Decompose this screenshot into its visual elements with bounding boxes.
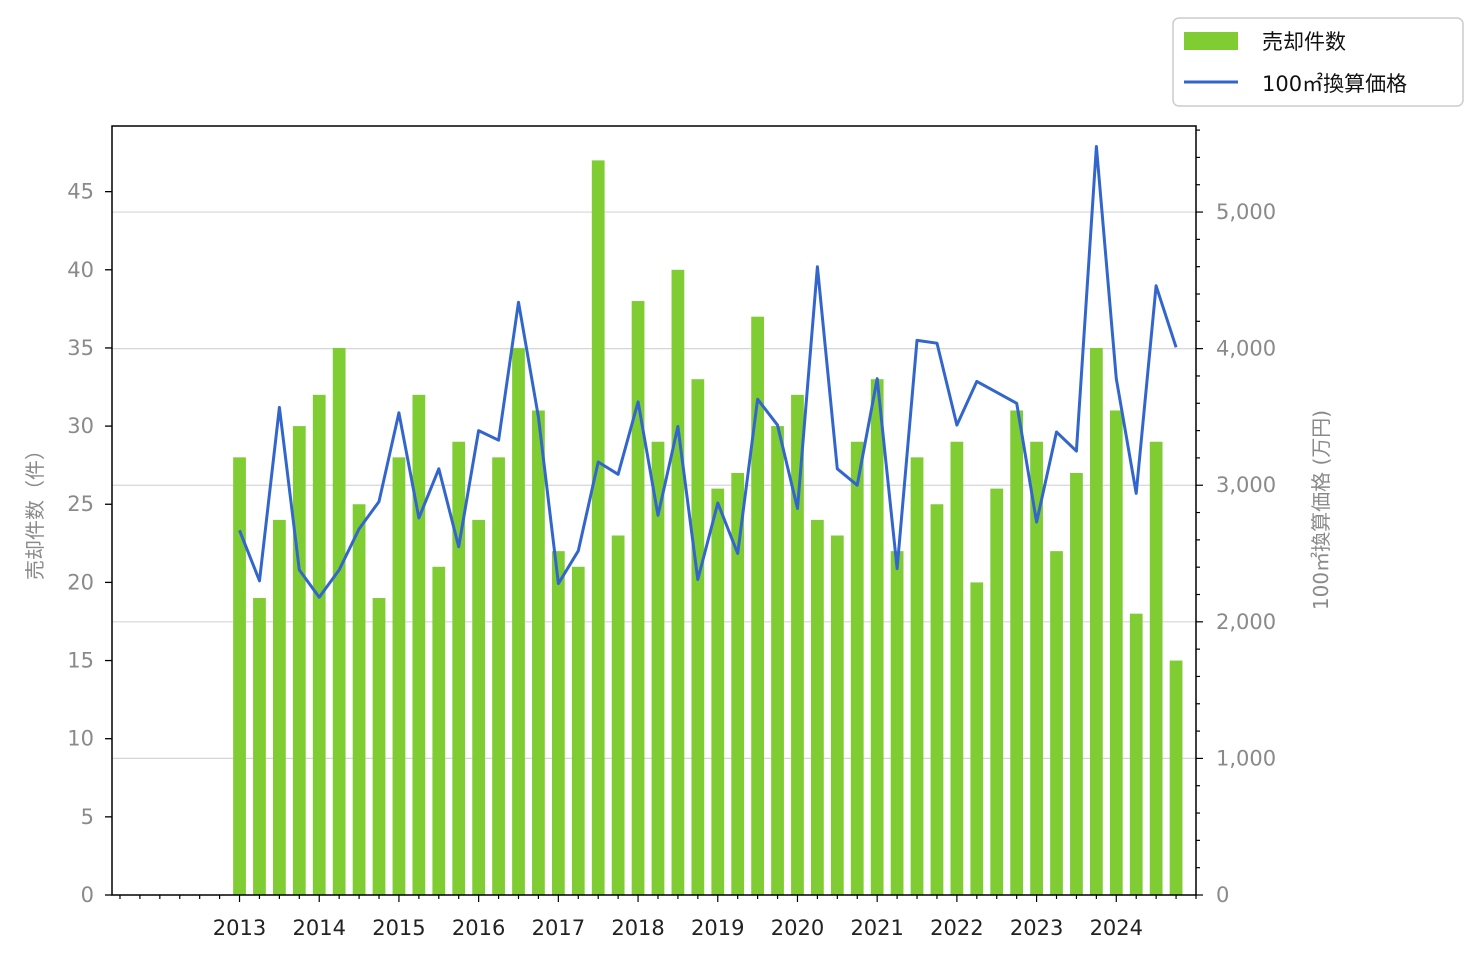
bar	[352, 504, 366, 895]
left-axis-title: 売却件数（件）	[23, 440, 47, 580]
bar	[791, 394, 804, 895]
bar	[1089, 347, 1103, 895]
bar	[532, 410, 545, 895]
right-tick-label: 3,000	[1216, 473, 1276, 497]
bar	[990, 488, 1004, 895]
bar	[890, 551, 904, 895]
bar	[233, 457, 246, 895]
right-tick-label: 4,000	[1216, 337, 1276, 361]
legend-label-sales-count: 売却件数	[1262, 30, 1346, 54]
bar	[970, 582, 984, 895]
right-tick-label: 1,000	[1216, 746, 1276, 770]
bar	[273, 519, 286, 895]
bar	[551, 551, 565, 895]
line-series-price	[238, 145, 1178, 599]
legend-swatch-bar	[1184, 32, 1238, 50]
x-tick-label: 2024	[1090, 916, 1143, 940]
bar	[512, 347, 525, 895]
x-tick-label: 2022	[930, 916, 983, 940]
left-tick-label: 0	[81, 883, 94, 907]
bar	[1050, 551, 1063, 895]
bar	[850, 441, 864, 895]
bar	[312, 394, 326, 895]
x-tick-label: 2018	[611, 916, 664, 940]
plot-frame	[111, 125, 1197, 896]
bar	[432, 566, 446, 895]
bar	[412, 394, 426, 895]
bar	[332, 347, 346, 895]
bar	[910, 457, 924, 895]
x-tick-label: 2017	[532, 916, 585, 940]
bar	[472, 519, 486, 895]
bar	[1030, 441, 1043, 895]
bar	[811, 519, 824, 895]
x-axis: 2013 2014 2015 2016 2017 2018 2019 2020 2021 2022…	[119, 895, 1197, 940]
bar	[292, 426, 306, 895]
left-tick-label: 5	[81, 805, 94, 829]
bar	[611, 535, 625, 895]
legend-label-price: 100㎡換算価格	[1262, 72, 1407, 96]
bar	[930, 504, 944, 895]
bar	[1129, 613, 1143, 895]
bar	[1149, 441, 1163, 895]
bar	[731, 472, 745, 895]
bar-series-sales-count	[233, 160, 1183, 896]
x-tick-label: 2019	[691, 916, 744, 940]
bar	[691, 379, 705, 896]
bar	[771, 426, 784, 895]
bar	[591, 160, 605, 896]
bar	[751, 316, 764, 895]
bar	[253, 598, 266, 895]
bar	[452, 441, 466, 895]
price-line	[238, 145, 1178, 599]
right-axis: 0 1,000 2,000 3,000 4,000 5,000	[1196, 129, 1276, 907]
left-tick-label: 40	[67, 258, 94, 282]
bar	[1109, 410, 1123, 895]
bar	[830, 535, 844, 895]
bar	[571, 566, 585, 895]
bar	[392, 457, 406, 895]
bar	[492, 457, 505, 895]
left-tick-label: 30	[67, 414, 94, 438]
x-tick-label: 2023	[1010, 916, 1063, 940]
right-tick-label: 5,000	[1216, 200, 1276, 224]
left-tick-label: 45	[67, 180, 94, 204]
left-tick-label: 25	[67, 492, 94, 516]
left-tick-label: 20	[67, 570, 94, 594]
bar	[711, 488, 725, 895]
right-tick-label: 2,000	[1216, 610, 1276, 634]
bar	[950, 441, 964, 895]
left-tick-label: 35	[67, 336, 94, 360]
right-axis-title: 100㎡換算価格 (万円)	[1309, 410, 1333, 610]
bar	[870, 379, 884, 896]
x-tick-label: 2021	[850, 916, 903, 940]
legend: 売却件数 100㎡換算価格	[1172, 17, 1464, 107]
bar	[1169, 660, 1183, 895]
left-tick-label: 10	[67, 727, 94, 751]
legend-frame	[1172, 17, 1464, 107]
bar	[372, 598, 386, 895]
right-tick-label: 0	[1216, 883, 1229, 907]
x-tick-label: 2013	[213, 916, 266, 940]
x-tick-label: 2015	[372, 916, 425, 940]
x-tick-label: 2020	[771, 916, 824, 940]
bar	[651, 441, 665, 895]
left-axis: 0 5 10 15 20 25 30 35 40 45	[67, 180, 112, 907]
x-tick-label: 2014	[293, 916, 346, 940]
bar	[1010, 410, 1024, 895]
bar	[671, 269, 685, 895]
x-tick-label: 2016	[452, 916, 505, 940]
left-tick-label: 15	[67, 649, 94, 673]
bar	[1070, 472, 1083, 895]
bar	[631, 301, 645, 896]
